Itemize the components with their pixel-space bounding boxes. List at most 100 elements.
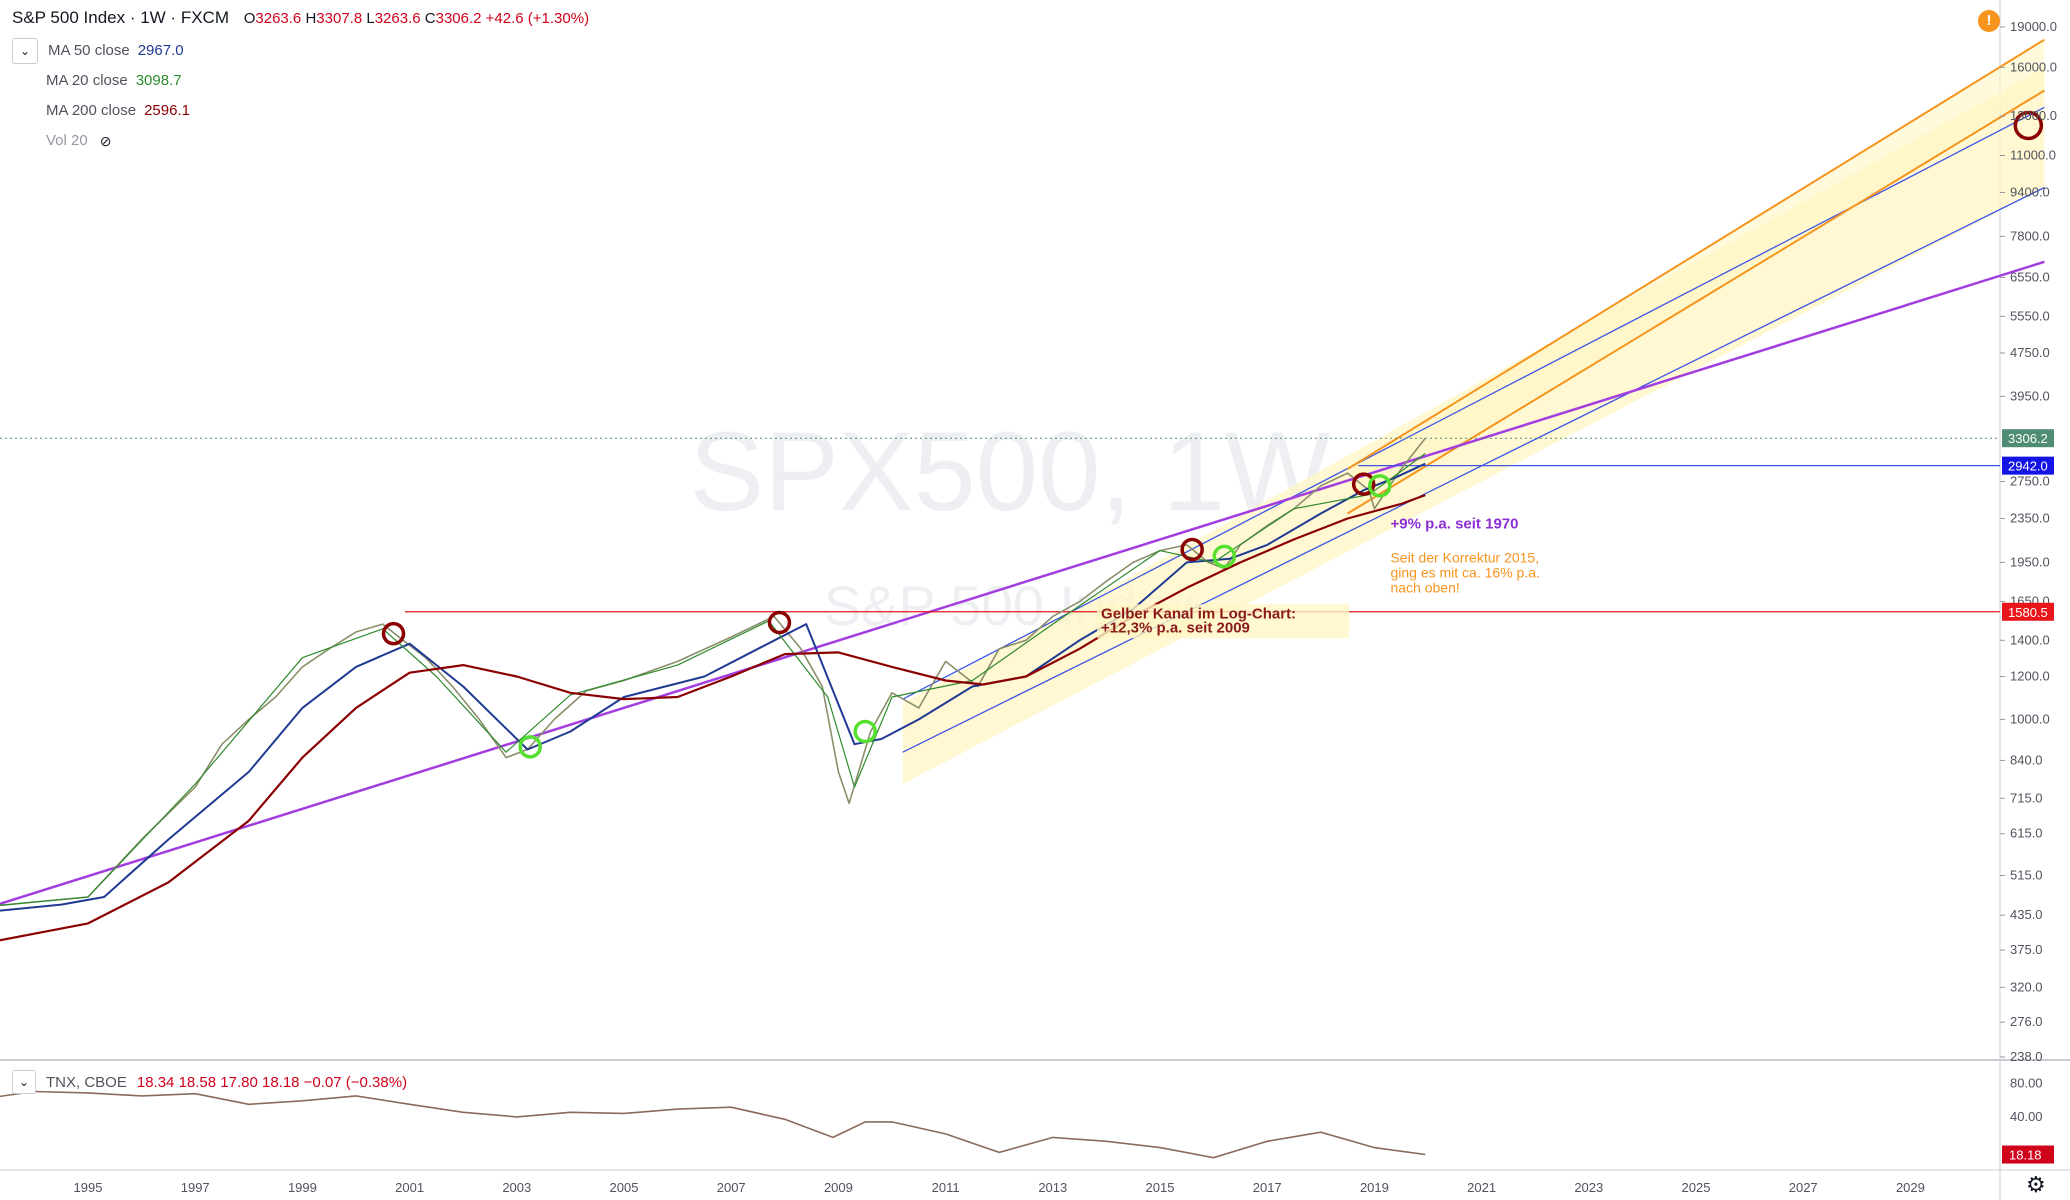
hidden-eye-icon[interactable]: ⊘ xyxy=(99,133,112,149)
time-tick-label-6: 2007 xyxy=(717,1180,746,1195)
top-marker-0 xyxy=(381,621,406,646)
high-value: 3307.8 xyxy=(316,10,363,27)
annotation-16pct: Seit der Korrektur 2015, ging es mit ca. … xyxy=(1390,549,1539,595)
ma20-value: 3098.7 xyxy=(135,72,182,89)
price-tick-label-15: 1200.0 xyxy=(2010,669,2050,684)
price-series-line xyxy=(0,437,1426,907)
price-tick-label-16: 1000.0 xyxy=(2010,711,2050,726)
time-tick-label-1: 1997 xyxy=(181,1180,210,1195)
time-tick-label-16: 2027 xyxy=(1789,1180,1818,1195)
time-tick-label-7: 2009 xyxy=(824,1180,853,1195)
price-label-0: 3306.2 xyxy=(2008,431,2048,446)
ma50-series-line xyxy=(0,462,1426,912)
tnx-tick-label-1: 40.00 xyxy=(2010,1109,2043,1124)
bottom-marker-5 xyxy=(518,735,542,759)
blue-channel-lower xyxy=(902,186,2045,753)
top-marker-2 xyxy=(1180,537,1204,562)
price-tick-label-10: 2750.0 xyxy=(2010,474,2050,489)
legend-row-ma200[interactable]: MA 200 close 2596.1 xyxy=(12,96,190,126)
time-tick-label-13: 2021 xyxy=(1467,1180,1496,1195)
ma200-label: MA 200 close xyxy=(46,102,137,119)
tnx-last-label: 18.18 xyxy=(2009,1148,2042,1163)
close-value: 3306.2 xyxy=(435,10,482,27)
time-tick-label-14: 2023 xyxy=(1574,1180,1603,1195)
orange-channel-upper xyxy=(1347,38,2045,470)
ohlc-values: O3263.6 H3307.8 L3263.6 C3306.2 +42.6 (+… xyxy=(244,10,589,27)
symbol-title[interactable]: S&P 500 Index · 1W · FXCM xyxy=(12,8,229,27)
vol-label: Vol 20 xyxy=(46,132,88,149)
price-label-1: 2942.0 xyxy=(2008,459,2048,474)
low-value: 3263.6 xyxy=(374,10,421,27)
time-tick-label-9: 2013 xyxy=(1038,1180,1067,1195)
price-label-2: 1580.5 xyxy=(2008,605,2048,620)
low-label: L xyxy=(366,10,375,27)
chevron-down-icon[interactable]: ⌄ xyxy=(12,38,38,64)
price-tick-label-24: 276.0 xyxy=(2010,1014,2043,1029)
time-tick-label-5: 2005 xyxy=(610,1180,639,1195)
tnx-last-box xyxy=(2002,1145,2054,1164)
price-tick-label-7: 5550.0 xyxy=(2010,308,2050,323)
price-tick-label-2: 13000.0 xyxy=(2010,108,2057,123)
alert-icon[interactable]: ! xyxy=(1978,10,2000,32)
orange-channel-fill xyxy=(1347,39,2045,514)
open-label: O xyxy=(243,10,256,27)
legend-row-vol[interactable]: Vol 20 ⊘ xyxy=(12,126,190,156)
price-tick-label-5: 7800.0 xyxy=(2010,228,2050,243)
watermark-symbol: SPX500, 1W xyxy=(689,409,1331,534)
price-tick-label-19: 615.0 xyxy=(2010,826,2043,841)
time-tick-label-12: 2019 xyxy=(1360,1180,1389,1195)
legend-row-ma20[interactable]: MA 20 close 3098.7 xyxy=(12,66,190,96)
orange-channel-lower xyxy=(1347,89,2045,515)
top-marker-4 xyxy=(2013,110,2044,141)
price-tick-label-22: 375.0 xyxy=(2010,942,2043,957)
price-label-box-0 xyxy=(2002,429,2054,448)
time-tick-label-11: 2017 xyxy=(1253,1180,1282,1195)
bottom-marker-6 xyxy=(853,719,877,744)
price-tick-label-23: 320.0 xyxy=(2010,979,2043,994)
blue-channel-upper xyxy=(902,106,2045,700)
price-tick-label-1: 16000.0 xyxy=(2010,59,2057,74)
annotation-log-channel: Gelber Kanal im Log-Chart: +12,3% p.a. se… xyxy=(1101,605,1296,636)
time-tick-label-0: 1995 xyxy=(74,1180,103,1195)
price-tick-label-12: 1950.0 xyxy=(2010,554,2050,569)
top-marker-1 xyxy=(767,610,792,635)
time-tick-label-17: 2029 xyxy=(1896,1180,1925,1195)
chart-header: S&P 500 Index · 1W · FXCM O 3263.6 H3307.… xyxy=(12,8,589,28)
bottom-marker-7 xyxy=(1212,544,1237,569)
ma200-value: 2596.1 xyxy=(144,102,190,119)
ma20-series-line xyxy=(0,453,1426,906)
bottom-marker-8 xyxy=(1368,474,1392,498)
purple-trend-line xyxy=(0,260,2045,906)
price-tick-label-6: 6550.0 xyxy=(2010,269,2050,284)
chevron-down-icon[interactable]: ⌄ xyxy=(12,1070,36,1094)
price-tick-label-21: 435.0 xyxy=(2010,907,2043,922)
time-tick-label-8: 2011 xyxy=(932,1180,960,1195)
tnx-tick-label-0: 80.00 xyxy=(2010,1076,2043,1091)
ma50-value: 2967.0 xyxy=(137,42,184,59)
price-tick-label-3: 11000.0 xyxy=(2010,148,2056,163)
price-label-box-1 xyxy=(2002,456,2054,475)
price-tick-label-9: 3950.0 xyxy=(2010,388,2050,403)
high-label: H xyxy=(305,10,317,27)
subchart-values: 18.34 18.58 17.80 18.18 −0.07 (−0.38%) xyxy=(136,1073,408,1091)
price-tick-label-20: 515.0 xyxy=(2010,867,2043,882)
subchart-symbol[interactable]: TNX, CBOE xyxy=(46,1073,127,1091)
price-tick-label-17: 840.0 xyxy=(2010,752,2043,767)
time-tick-label-4: 2003 xyxy=(502,1180,531,1195)
time-tick-label-2: 1999 xyxy=(288,1180,317,1195)
price-label-box-2 xyxy=(2002,602,2054,621)
tnx-series-line xyxy=(0,1090,1426,1159)
time-tick-label-15: 2025 xyxy=(1682,1180,1711,1195)
close-label: C xyxy=(424,10,436,27)
price-tick-label-18: 715.0 xyxy=(2010,790,2043,805)
time-tick-label-10: 2015 xyxy=(1146,1180,1175,1195)
legend-row-ma50[interactable]: ⌄ MA 50 close 2967.0 xyxy=(12,36,190,66)
gear-icon[interactable]: ⚙ xyxy=(2026,1172,2046,1197)
price-tick-label-25: 238.0 xyxy=(2010,1049,2043,1064)
top-marker-3 xyxy=(1351,472,1376,496)
indicator-legend: ⌄ MA 50 close 2967.0 MA 20 close 3098.7 … xyxy=(12,36,190,156)
price-tick-label-11: 2350.0 xyxy=(2010,510,2050,525)
time-tick-label-3: 2001 xyxy=(395,1180,424,1195)
ma50-label: MA 50 close xyxy=(48,42,130,59)
